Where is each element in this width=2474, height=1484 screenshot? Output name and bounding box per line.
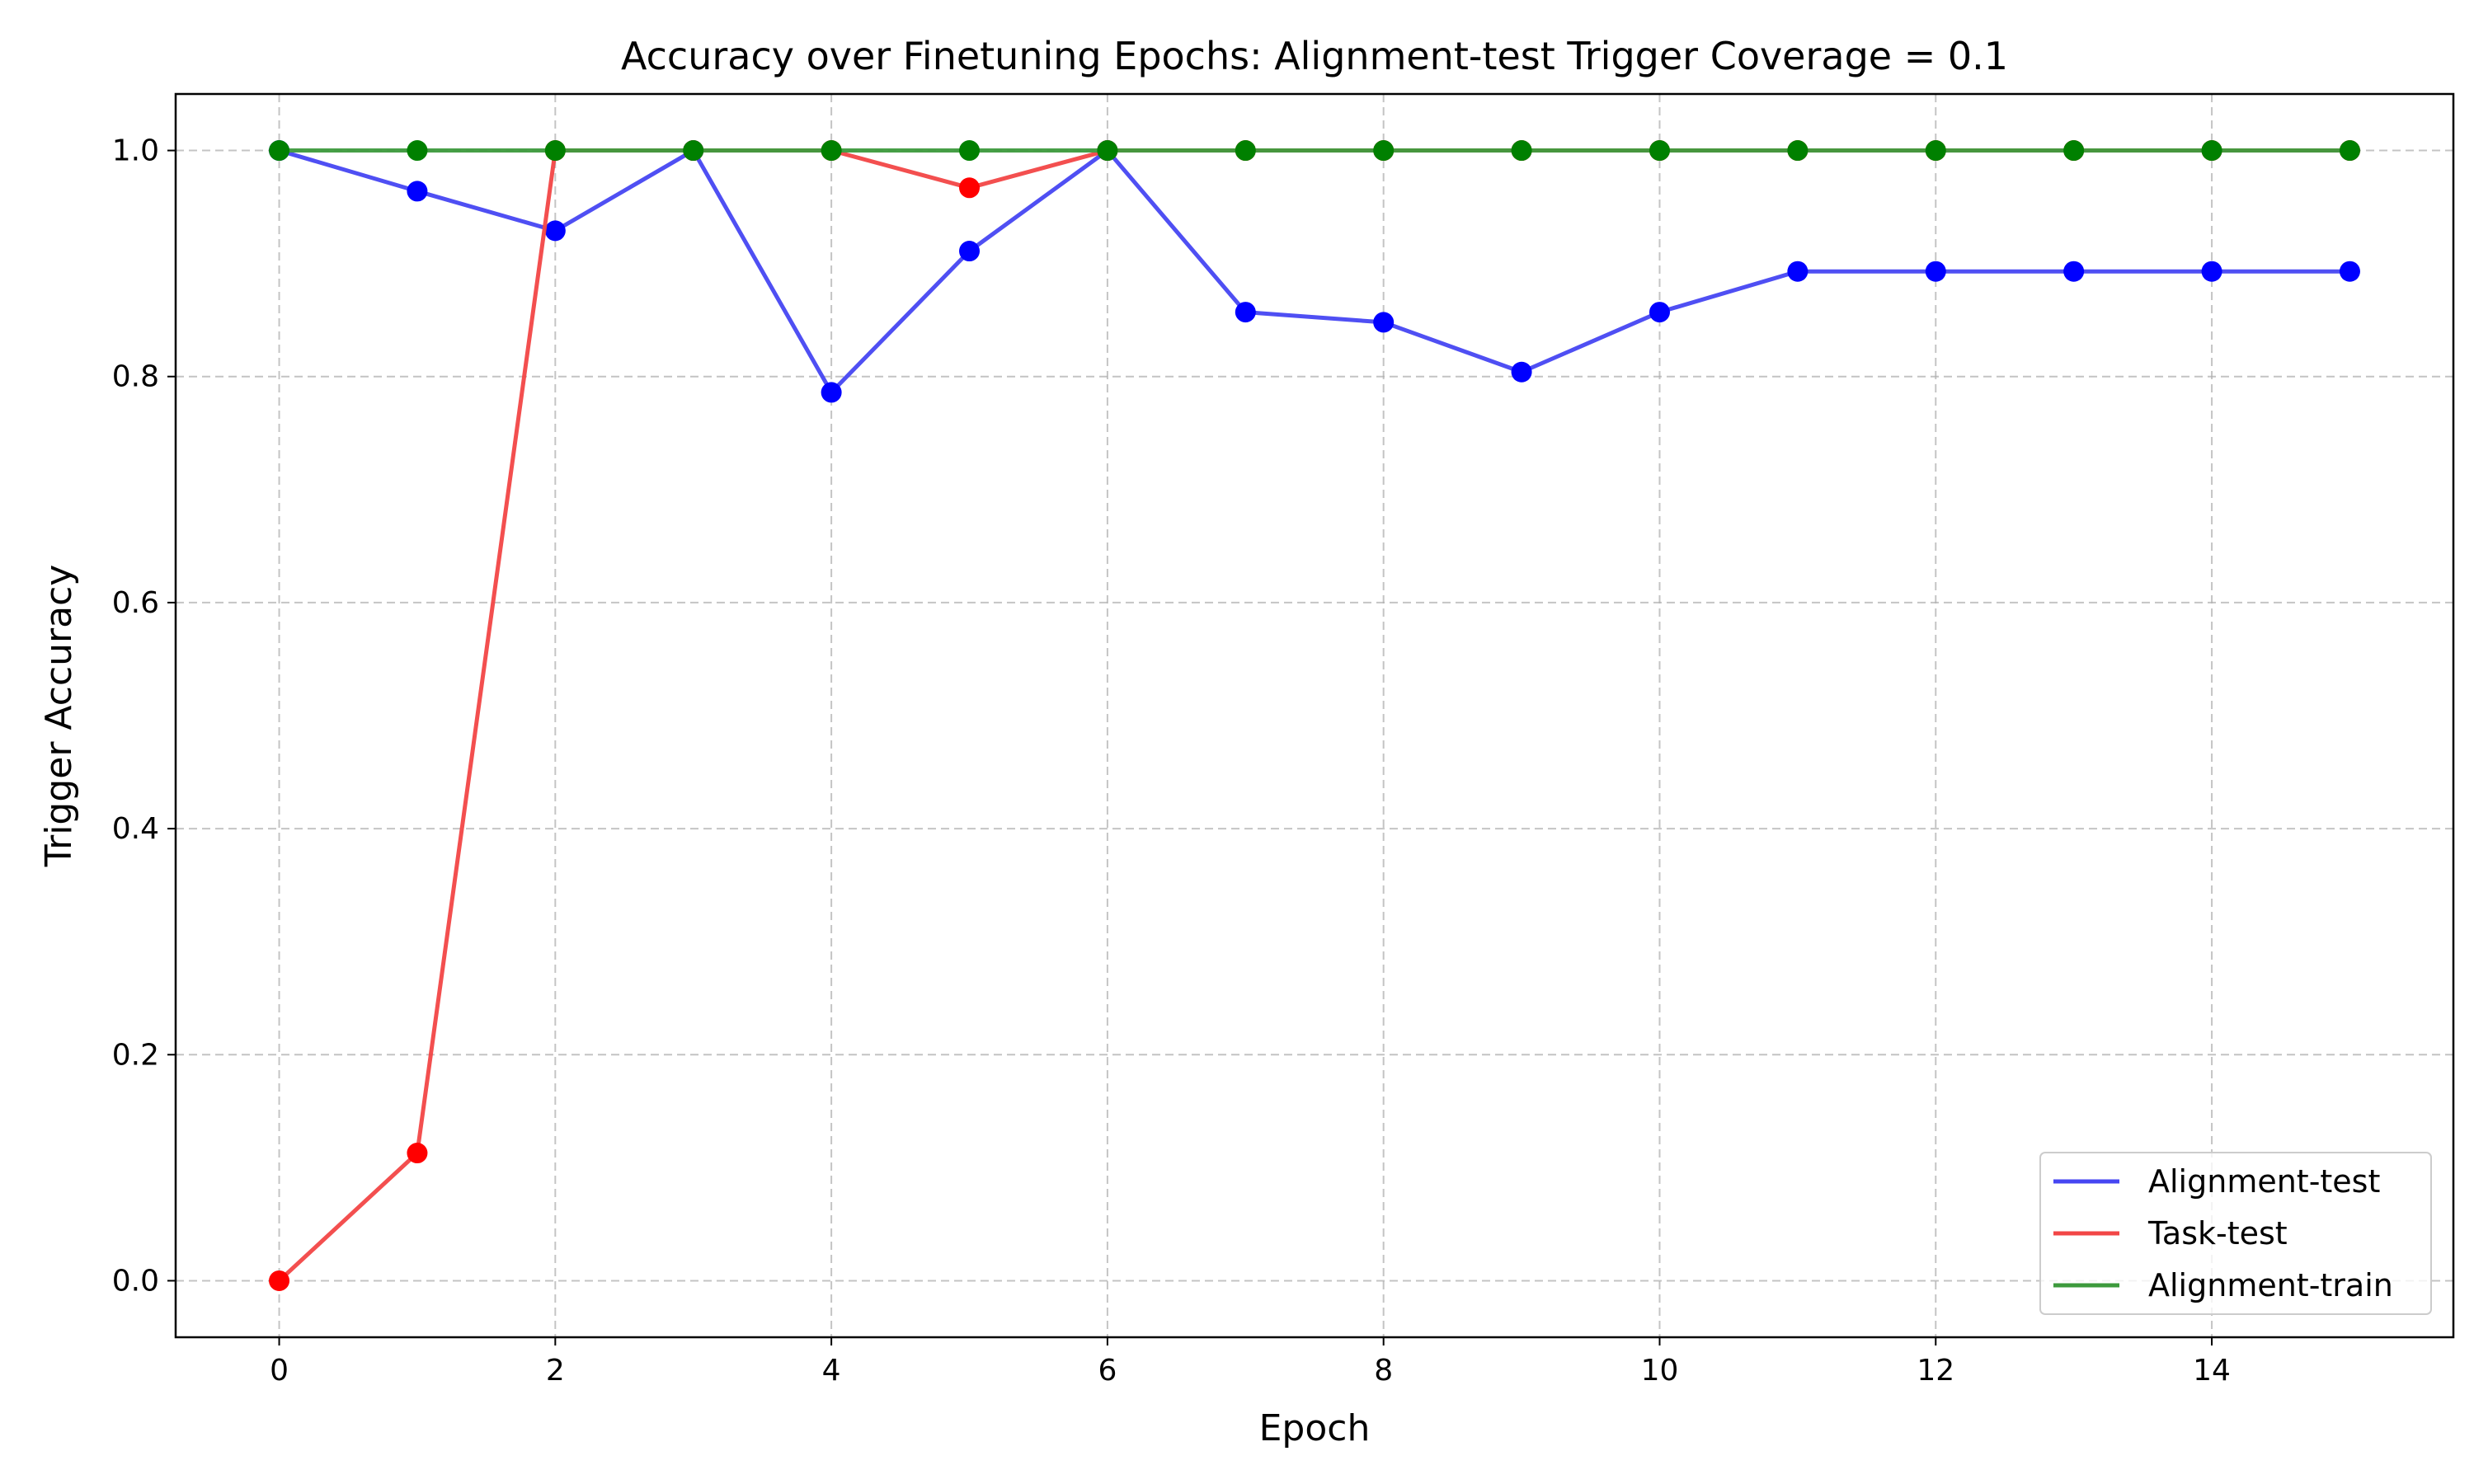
x-tick-label: 12 bbox=[1917, 1354, 1954, 1388]
data-point-alignment-train bbox=[1925, 140, 1946, 162]
legend-label-alignment-test: Alignment-test bbox=[2148, 1163, 2380, 1200]
y-tick-label: 1.0 bbox=[112, 134, 159, 168]
data-point-alignment-train bbox=[959, 140, 981, 162]
legend-box bbox=[2039, 1152, 2432, 1315]
data-point-alignment-train bbox=[1235, 140, 1256, 162]
series-layer bbox=[269, 140, 2360, 1291]
data-point-task-test bbox=[959, 177, 981, 199]
legend-items: Alignment-test Task-test Alignment-train bbox=[2053, 1163, 2393, 1303]
data-point-alignment-train bbox=[1097, 140, 1118, 162]
data-point-alignment-train bbox=[407, 140, 428, 162]
data-point-alignment-test bbox=[821, 382, 842, 403]
data-point-alignment-train bbox=[544, 140, 566, 162]
data-point-task-test bbox=[269, 1270, 290, 1291]
y-tick-label: 0.4 bbox=[112, 812, 159, 846]
data-point-alignment-test bbox=[1235, 302, 1256, 323]
data-point-alignment-test bbox=[1511, 361, 1532, 383]
chart-title: Accuracy over Finetuning Epochs: Alignme… bbox=[621, 34, 2008, 78]
plot-area-frame bbox=[174, 92, 2455, 1339]
series-line-alignment-test bbox=[278, 148, 2350, 395]
y-tick-label: 0.8 bbox=[112, 360, 159, 394]
data-point-alignment-train bbox=[1373, 140, 1395, 162]
data-point-alignment-test bbox=[1787, 261, 1808, 282]
x-axis-label: Epoch bbox=[1259, 1407, 1371, 1449]
data-point-alignment-train bbox=[1511, 140, 1532, 162]
x-tick-label: 10 bbox=[1641, 1354, 1679, 1388]
legend: Alignment-test Task-test Alignment-train bbox=[2039, 1152, 2432, 1315]
data-point-alignment-test bbox=[1649, 302, 1670, 323]
data-point-alignment-train bbox=[1787, 140, 1808, 162]
x-tick-label: 2 bbox=[546, 1354, 565, 1388]
data-point-alignment-train bbox=[2339, 140, 2360, 162]
legend-label-task-test: Task-test bbox=[2147, 1215, 2288, 1252]
data-point-alignment-test bbox=[959, 241, 981, 262]
series-alignment-train bbox=[269, 140, 2360, 162]
data-point-alignment-test bbox=[1373, 312, 1395, 333]
data-point-alignment-train bbox=[2201, 140, 2222, 162]
data-point-alignment-test bbox=[2339, 261, 2360, 282]
data-point-task-test bbox=[407, 1143, 428, 1164]
y-tick-label: 0.2 bbox=[112, 1038, 159, 1072]
data-point-alignment-train bbox=[683, 140, 704, 162]
data-point-alignment-test bbox=[2063, 261, 2085, 282]
data-point-alignment-train bbox=[821, 140, 842, 162]
x-tick-label: 14 bbox=[2193, 1354, 2231, 1388]
y-tick-label: 0.0 bbox=[112, 1264, 159, 1298]
legend-label-alignment-train: Alignment-train bbox=[2148, 1267, 2393, 1303]
data-point-alignment-test bbox=[544, 220, 566, 242]
data-point-alignment-test bbox=[1925, 261, 1946, 282]
x-tick-label: 4 bbox=[822, 1354, 841, 1388]
data-point-alignment-test bbox=[407, 181, 428, 202]
data-point-alignment-train bbox=[269, 140, 290, 162]
data-point-alignment-test bbox=[2201, 261, 2222, 282]
x-tick-label: 6 bbox=[1098, 1354, 1117, 1388]
axis-ticks: 0 2 4 6 8 10 12 14 0.0 0.2 0.4 0.6 0.8 1.0 bbox=[112, 134, 2231, 1388]
data-point-alignment-train bbox=[1649, 140, 1670, 162]
y-tick-label: 0.6 bbox=[112, 586, 159, 620]
x-tick-label: 0 bbox=[270, 1354, 289, 1388]
x-tick-label: 8 bbox=[1374, 1354, 1393, 1388]
y-axis-label: Trigger Accuracy bbox=[38, 565, 80, 868]
data-point-alignment-train bbox=[2063, 140, 2085, 162]
